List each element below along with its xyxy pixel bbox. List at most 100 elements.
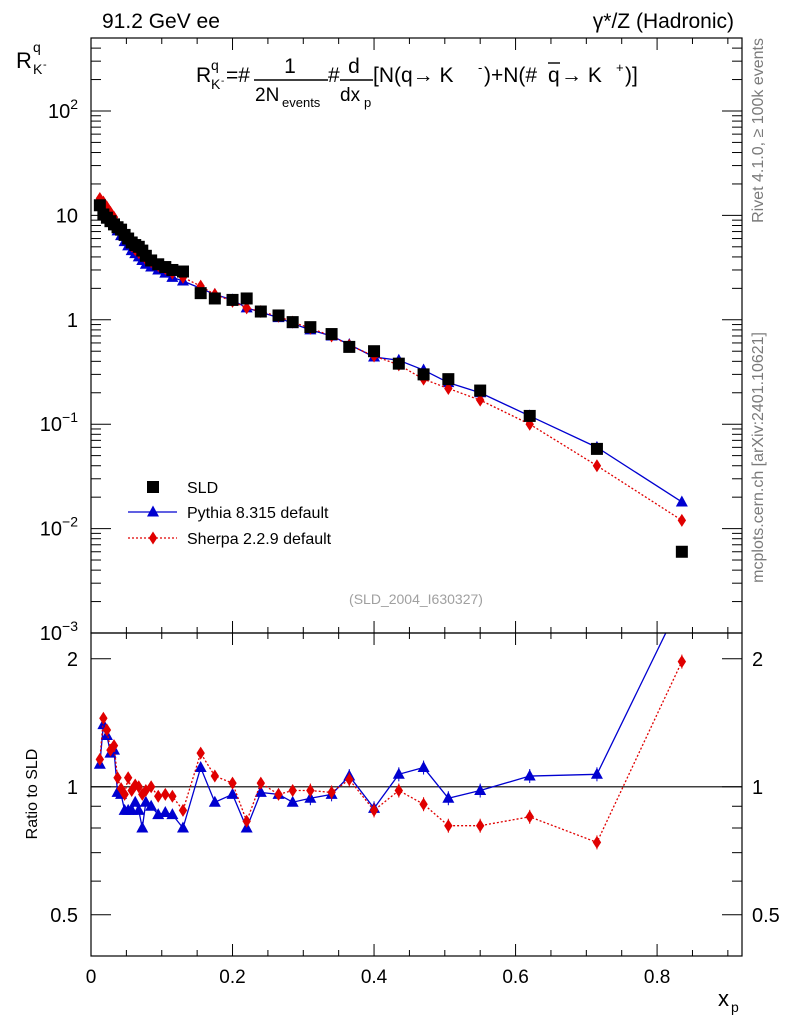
x-tick-label: 0.2 — [219, 967, 245, 988]
sherpa-2-2-9-default-point — [677, 513, 687, 527]
legend-sld-label: SLD — [187, 480, 218, 497]
sherpa-2-2-9-default-point — [475, 393, 485, 407]
formula-bracket-sup2: + — [616, 60, 624, 75]
x-axis-label: x p — [718, 986, 739, 1015]
x-tick-label: 0.4 — [361, 967, 388, 988]
sherpa-2-2-9-default-ratio-point — [525, 810, 534, 824]
ratio-y-tick-label-right: 0.5 — [752, 905, 780, 927]
sherpa-2-2-9-default-ratio-point — [274, 787, 283, 801]
sherpa-2-2-9-default-ratio-point — [242, 814, 251, 828]
legend-pythia-8-315-default-marker — [147, 505, 159, 517]
sld-point — [474, 384, 487, 397]
pythia-8-315-default-ratio-point — [139, 795, 152, 807]
pythia-8-315-default-ratio-point — [523, 769, 536, 781]
sherpa-2-2-9-default-point — [592, 459, 602, 473]
x-axis-label-base: x — [718, 986, 729, 1011]
sld-point — [325, 328, 338, 341]
main-ylabel-sub: K — [33, 61, 43, 77]
sherpa-2-2-9-default-ratio-point — [178, 803, 188, 817]
main-ylabel-base: R — [16, 48, 32, 73]
legend-sherpa-2-2-9-default-label: Sherpa 2.2.9 default — [187, 531, 332, 548]
mcplots-label: mcplots.cern.ch [arXiv:2401.10621] — [750, 332, 767, 583]
sherpa-2-2-9-default-ratio-point — [134, 780, 143, 794]
sherpa-2-2-9-default-ratio-point — [369, 803, 379, 817]
pythia-8-315-default-ratio-point — [392, 767, 405, 779]
sld-point — [93, 199, 106, 212]
legend-sld-marker — [147, 481, 159, 493]
sld-point — [590, 442, 603, 455]
pythia-8-315-default-ratio-point — [166, 808, 179, 820]
formula-bracket: [N(q→ K — [373, 64, 454, 87]
sherpa-2-2-9-default-ratio-point — [419, 797, 428, 811]
sherpa-2-2-9-default-ratio-point — [95, 752, 105, 766]
sherpa-2-2-9-default-ratio-point — [592, 835, 602, 849]
pythia-8-315-default-ratio-point — [159, 806, 172, 818]
sld-point — [166, 263, 179, 276]
sherpa-2-2-9-default-point — [444, 381, 453, 395]
sld-point — [675, 545, 688, 558]
ratio-y-tick-label: 1 — [67, 777, 78, 799]
sld-point — [254, 305, 267, 318]
sld-point — [226, 293, 239, 306]
formula-title: R q K - =# 1 2N events # d dx p [N(q→ K … — [196, 55, 638, 110]
main-y-tick-label: 10 — [56, 205, 78, 227]
sherpa-2-2-9-default-ratio-point — [168, 789, 177, 803]
ratio-y-tick-label-right: 1 — [752, 777, 763, 799]
formula-lhs-sub: K — [211, 76, 221, 92]
sherpa-2-2-9-default-ratio-point — [113, 771, 122, 785]
legend: SLD Pythia 8.315 default Sherpa 2.2.9 defa… — [128, 480, 332, 548]
sld-point — [176, 265, 189, 278]
sld-point — [417, 368, 430, 381]
formula-frac2-den: dx — [340, 85, 361, 106]
main-y-tick-label: 102 — [48, 96, 78, 123]
formula-lhs: R — [196, 64, 211, 87]
sherpa-2-2-9-default-ratio-point — [127, 784, 136, 798]
formula-bracket-sup1: - — [478, 60, 482, 75]
pythia-8-315-default-ratio-point — [474, 784, 487, 796]
sherpa-2-2-9-default-ratio-point — [327, 785, 336, 799]
sld-point — [368, 345, 381, 358]
pythia-8-315-default-ratio-point — [208, 795, 221, 807]
ratio-y-tick-label: 2 — [67, 649, 78, 671]
pythia-8-315-default-ratio-point — [590, 767, 603, 779]
sherpa-2-2-9-default-ratio-point — [677, 655, 687, 669]
sherpa-2-2-9-default-ratio-point — [154, 789, 163, 803]
sld-point — [286, 316, 299, 329]
header-right: γ*/Z (Hadronic) — [593, 10, 734, 33]
sherpa-2-2-9-default-ratio-point — [109, 739, 119, 753]
pythia-8-315-default-ratio-point — [417, 761, 430, 773]
sld-point — [272, 309, 285, 322]
formula-close: )] — [625, 64, 638, 87]
x-tick-label: 0.8 — [644, 967, 670, 988]
ratio-y-axis-label: Ratio to SLD — [24, 749, 41, 840]
pythia-8-315-default-ratio-line — [99, 633, 667, 830]
sherpa-2-2-9-default-ratio-point — [256, 776, 266, 790]
pythia-8-315-default-ratio-point — [286, 795, 299, 807]
main-ticks: 10−3 10−2 10−1 1 10 102 — [40, 37, 742, 645]
sherpa-2-2-9-default-ratio-point — [288, 784, 297, 798]
pythia-8-315-default-point — [675, 495, 688, 507]
pythia-8-315-default-ratio-point — [226, 787, 239, 799]
x-tick-label: 0.6 — [502, 967, 528, 988]
ratio-series — [93, 594, 688, 850]
sherpa-2-2-9-default-ratio-point — [475, 819, 485, 833]
sherpa-2-2-9-default-ratio-point — [161, 787, 170, 801]
sherpa-2-2-9-default-point — [242, 301, 251, 315]
sld-point — [194, 287, 207, 300]
ratio-plot-frame — [90, 632, 743, 957]
ratio-y-tick-label-right: 2 — [752, 649, 763, 671]
x-axis-label-sub: p — [731, 999, 739, 1015]
main-y-tick-label: 10−2 — [40, 514, 78, 541]
main-ylabel-sup: q — [33, 39, 41, 55]
formula-frac1-num: 1 — [284, 55, 296, 78]
pythia-8-315-default-ratio-point — [676, 594, 688, 605]
plot-frames — [90, 37, 743, 957]
formula-bracket-mid: )+N(# — [484, 64, 537, 87]
sherpa-2-2-9-default-ratio-point — [106, 743, 115, 757]
pythia-8-315-default-ratio-point — [194, 761, 207, 773]
main-y-tick-label: 10−1 — [40, 409, 78, 436]
sld-point — [523, 409, 536, 422]
ratio-ticks: 0 0.2 0.4 0.6 0.8 0.5 0.5 1 1 2 2 — [50, 633, 780, 988]
main-y-tick-label: 10−3 — [40, 618, 78, 645]
formula-frac1-den: 2N — [255, 85, 279, 106]
